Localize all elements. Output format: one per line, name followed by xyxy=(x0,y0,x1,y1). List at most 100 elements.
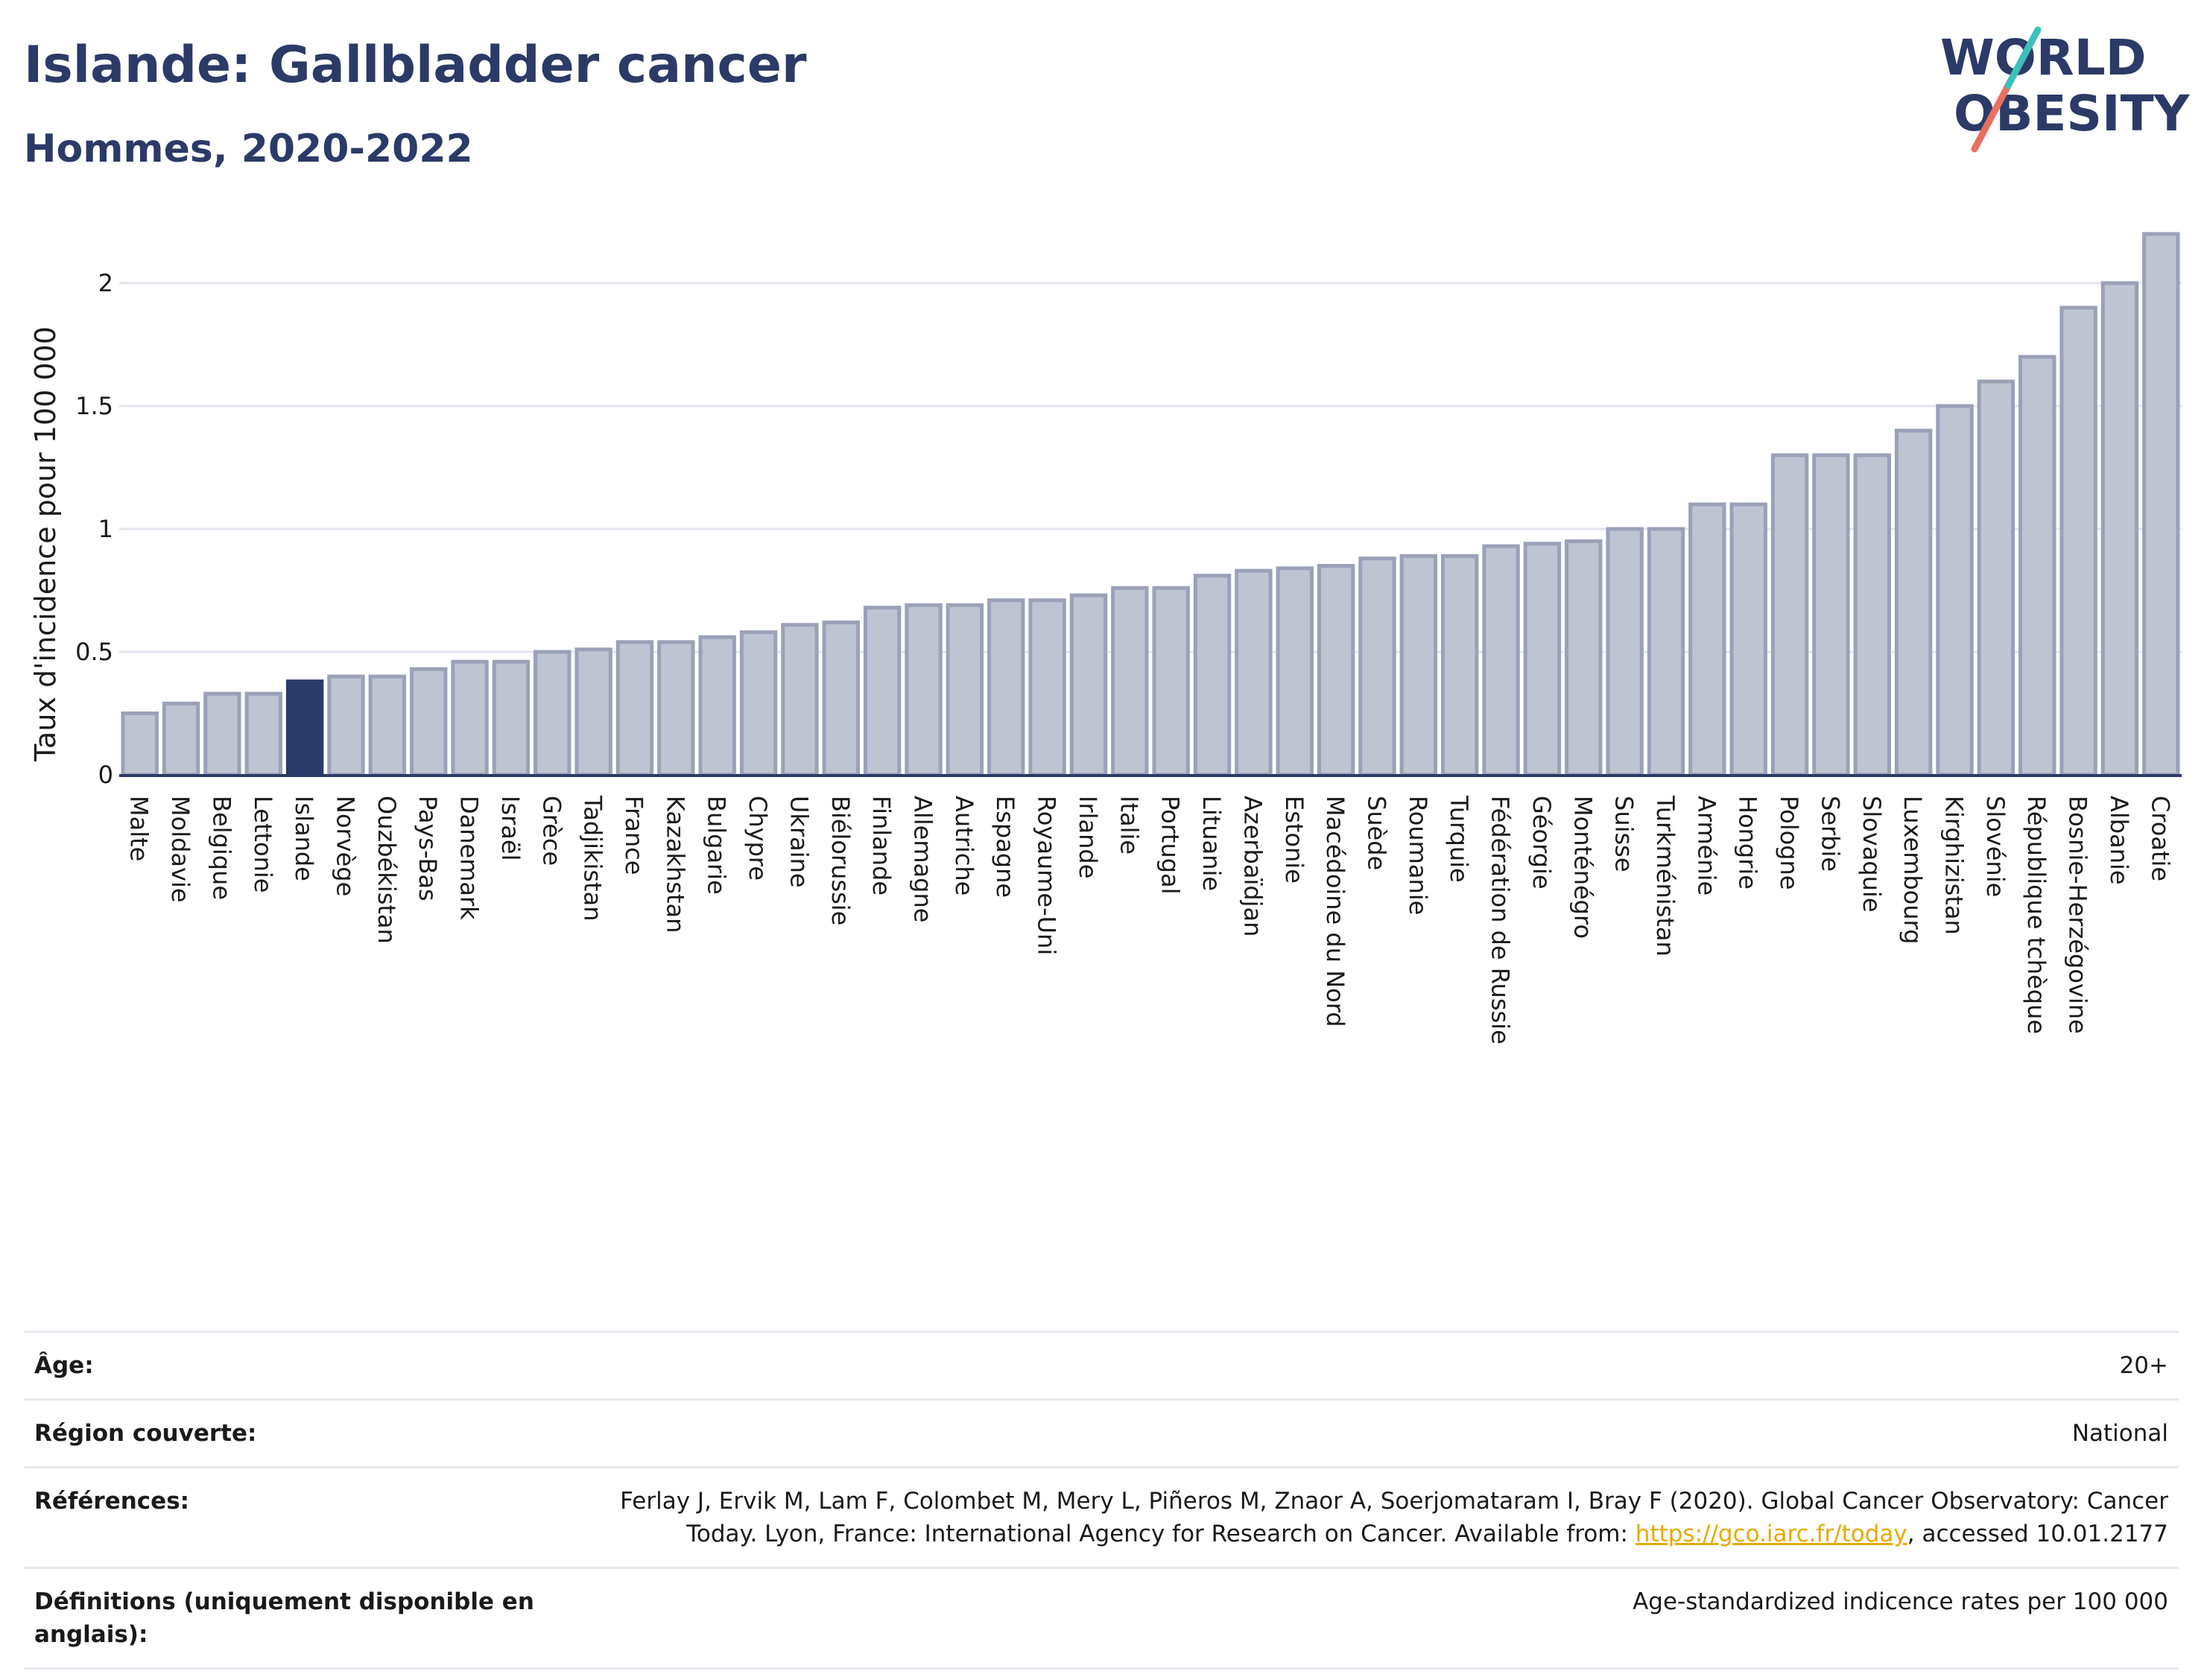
x-tick-label: Espagne xyxy=(991,796,1019,898)
bar xyxy=(327,674,365,777)
bar-chart: Malte Moldavie Belgique Lettonie Islande Norv… xyxy=(29,232,2182,1045)
bar xyxy=(1111,586,1149,777)
x-tick-label: Italie xyxy=(1115,796,1143,855)
x-tick-label: Slovénie xyxy=(1981,796,2010,897)
bar xyxy=(2018,355,2056,777)
x-tick-label: Luxembourg xyxy=(1899,796,1927,944)
meta-key: Âge: xyxy=(34,1352,94,1379)
bar xyxy=(1028,598,1066,777)
bar xyxy=(1069,593,1108,777)
x-tick-label: Arménie xyxy=(1692,796,1720,896)
bar xyxy=(410,667,448,777)
bar xyxy=(1894,428,1933,777)
reference-accessed: , accessed 10.01.2177 xyxy=(1907,1521,2168,1547)
bar xyxy=(1235,568,1273,777)
bar xyxy=(1647,527,1685,777)
x-tick-label: Norvège xyxy=(331,796,359,896)
x-tick-label: Géorgie xyxy=(1527,796,1556,890)
bar xyxy=(203,691,241,777)
bar xyxy=(1523,542,1562,777)
x-tick-label: Islande xyxy=(290,796,318,881)
bar xyxy=(739,630,778,777)
y-tick-label: 0.5 xyxy=(75,638,113,666)
x-tick-label: Kazakhstan xyxy=(661,796,689,933)
meta-key: Références: xyxy=(34,1488,190,1515)
bar xyxy=(1399,554,1438,777)
meta-row-references: Références: Ferlay J, Ervik M, Lam F, Co… xyxy=(24,1466,2179,1567)
x-tick-label: Turquie xyxy=(1445,795,1473,883)
x-tick-label: Pays-Bas xyxy=(414,796,442,901)
x-tick-label: Chypre xyxy=(744,796,772,881)
x-tick-label: Tadjikistan xyxy=(579,795,607,921)
bar xyxy=(1770,453,1809,777)
x-tick-label: Irlande xyxy=(1074,796,1102,878)
bar xyxy=(1606,527,1644,777)
reference-link[interactable]: https://gco.iarc.fr/today xyxy=(1635,1521,1907,1547)
bar xyxy=(451,659,489,777)
bar xyxy=(162,701,200,777)
bar xyxy=(244,691,282,777)
y-tick-label: 1.5 xyxy=(75,392,113,420)
bar xyxy=(1977,379,2015,777)
x-tick-label: Danemark xyxy=(455,796,484,920)
bar xyxy=(698,635,736,777)
world-obesity-logo: WORLD OBESITY xyxy=(1940,26,2191,153)
bar xyxy=(1565,539,1603,777)
x-tick-label: Lituanie xyxy=(1197,796,1226,891)
x-tick-label: Royaume-Uni xyxy=(1033,796,1061,955)
x-tick-label: Grèce xyxy=(537,796,566,866)
x-tick-label: Biélorussie xyxy=(826,796,855,925)
x-axis-labels: Malte Moldavie Belgique Lettonie Islande Norv… xyxy=(125,795,2175,1045)
x-tick-label: République tchèque xyxy=(2022,796,2051,1034)
meta-row-region: Région couverte: National xyxy=(24,1398,2179,1466)
x-tick-label: Malte xyxy=(125,796,153,861)
x-tick-label: Portugal xyxy=(1156,796,1185,895)
x-tick-label: Fédération de Russie xyxy=(1486,796,1515,1045)
meta-row-age: Âge: 20+ xyxy=(24,1331,2179,1398)
bar xyxy=(1193,574,1232,777)
bar xyxy=(987,598,1025,777)
bar xyxy=(1482,544,1520,777)
bar xyxy=(2059,305,2097,777)
x-tick-label: Roumanie xyxy=(1404,796,1432,915)
logo-line1: WORLD xyxy=(1940,29,2147,86)
x-tick-label: Hongrie xyxy=(1734,796,1762,890)
x-tick-label: Finlande xyxy=(867,796,896,896)
x-tick-label: Monténégro xyxy=(1568,796,1597,939)
x-tick-label: Ouzbékistan xyxy=(373,796,401,944)
x-tick-label: Ukraine xyxy=(785,796,813,888)
bar xyxy=(574,647,612,777)
bar xyxy=(1812,453,1850,777)
bar xyxy=(1729,502,1767,777)
x-tick-label: Serbie xyxy=(1816,796,1844,872)
meta-key: Région couverte: xyxy=(34,1420,257,1447)
x-tick-label: Suisse xyxy=(1610,796,1638,872)
x-tick-label: Pologne xyxy=(1775,796,1803,890)
x-tick-label: Suède xyxy=(1362,796,1390,870)
bar xyxy=(121,711,159,777)
y-axis-title: Taux d'incidence pour 100 000 xyxy=(29,326,62,762)
x-tick-label: Slovaquie xyxy=(1858,796,1886,913)
bar xyxy=(781,623,819,777)
y-axis-labels: 0 0.5 1 1.5 2 xyxy=(75,269,113,789)
bar xyxy=(1853,453,1891,777)
bar xyxy=(822,620,860,777)
x-tick-label: Moldavie xyxy=(166,796,194,903)
meta-value: National xyxy=(2071,1420,2168,1447)
x-tick-label: Estonie xyxy=(1280,796,1308,884)
x-tick-label: Macédoine du Nord xyxy=(1321,796,1349,1027)
bar xyxy=(1441,554,1479,777)
x-tick-label: Bosnie-Herzégovine xyxy=(2064,796,2092,1034)
page-subtitle: Hommes, 2020-2022 xyxy=(24,127,473,171)
bar xyxy=(1358,557,1396,777)
bar xyxy=(615,640,654,777)
bar xyxy=(2142,232,2180,777)
bar-highlight xyxy=(285,679,324,777)
metadata-table: Âge: 20+ Région couverte: National Référ… xyxy=(24,1331,2179,1670)
meta-row-definitions: Définitions (uniquement disponible en an… xyxy=(24,1567,2179,1670)
x-tick-label: Autriche xyxy=(950,796,978,896)
logo-slash-teal xyxy=(2004,26,2042,89)
meta-value: Age-standardized indicence rates per 100… xyxy=(1633,1588,2168,1615)
x-tick-label: France xyxy=(620,796,648,875)
bar xyxy=(533,650,571,777)
